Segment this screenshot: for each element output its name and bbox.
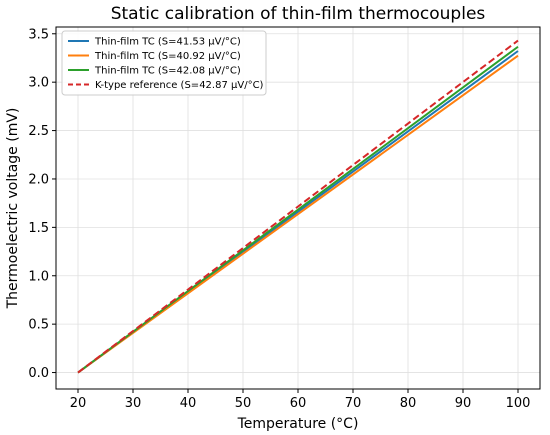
- series-line-4: [77, 39, 519, 374]
- series-line-3: [77, 45, 519, 374]
- legend-entry: Thin-film TC (S=40.92 μV/°C): [94, 51, 241, 62]
- legend-entry: Thin-film TC (S=42.08 μV/°C): [94, 66, 241, 77]
- x-axis-label: Temperature (°C): [237, 416, 359, 432]
- chart-title: Static calibration of thin-film thermoco…: [111, 4, 486, 24]
- x-tick-label: 100: [506, 396, 531, 411]
- y-tick-label: 1.5: [28, 221, 49, 236]
- y-tick-label: 1.0: [28, 269, 49, 284]
- legend-entry: K-type reference (S=42.87 μV/°C): [95, 80, 264, 91]
- y-axis-label: Thermoelectric voltage (mV): [5, 108, 21, 310]
- legend-entry: Thin-film TC (S=41.53 μV/°C): [94, 37, 241, 48]
- y-tick-label: 3.5: [28, 27, 49, 42]
- x-tick-label: 70: [345, 396, 362, 411]
- x-tick-label: 20: [70, 396, 87, 411]
- y-tick-label: 0.5: [28, 318, 49, 333]
- y-axis-ticks: 0.0 0.5 1.0 1.5 2.0 2.5 3.0 3.5: [28, 27, 56, 381]
- x-tick-label: 90: [455, 396, 472, 411]
- y-tick-label: 2.5: [28, 124, 49, 139]
- legend-box: [61, 30, 267, 96]
- x-tick-label: 80: [400, 396, 417, 411]
- series-layer: [77, 39, 519, 374]
- x-tick-label: 40: [180, 396, 197, 411]
- legend: Thin-film TC (S=41.53 μV/°C) Thin-film TC…: [61, 30, 267, 96]
- x-tick-label: 50: [235, 396, 252, 411]
- x-tick-label: 30: [125, 396, 142, 411]
- y-tick-label: 3.0: [28, 76, 49, 91]
- y-tick-label: 0.0: [28, 366, 49, 381]
- series-line-2: [77, 54, 519, 374]
- x-axis-ticks: 20 30 40 50 60 70 80 90 100: [70, 389, 531, 411]
- y-tick-label: 2.0: [28, 172, 49, 187]
- grid: [56, 27, 540, 389]
- x-tick-label: 60: [290, 396, 307, 411]
